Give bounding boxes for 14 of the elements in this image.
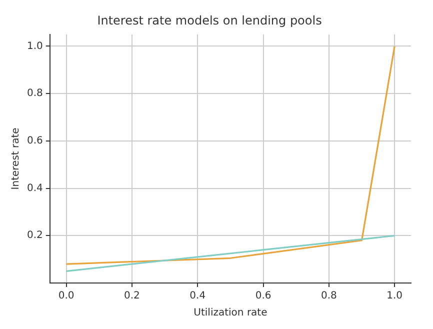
chart-title: Interest rate models on lending pools <box>97 13 322 28</box>
y-tick-label: 0.6 <box>26 136 43 147</box>
y-tick-label: 1.0 <box>26 40 43 52</box>
x-tick-label: 0.0 <box>58 290 74 302</box>
y-tick-label: 0.8 <box>26 88 43 100</box>
x-axis-title: Utilization rate <box>194 308 268 319</box>
y-tick-label: 0.4 <box>26 182 43 194</box>
x-tick-label: 0.6 <box>255 290 272 302</box>
y-axis-title: Interest rate <box>10 128 22 190</box>
x-tick-label: 1.0 <box>386 290 403 302</box>
x-tick-label: 0.2 <box>124 290 140 302</box>
x-tick-label: 0.8 <box>320 290 337 302</box>
x-tick-label: 0.4 <box>190 290 206 302</box>
y-tick-label: 0.2 <box>26 230 43 242</box>
